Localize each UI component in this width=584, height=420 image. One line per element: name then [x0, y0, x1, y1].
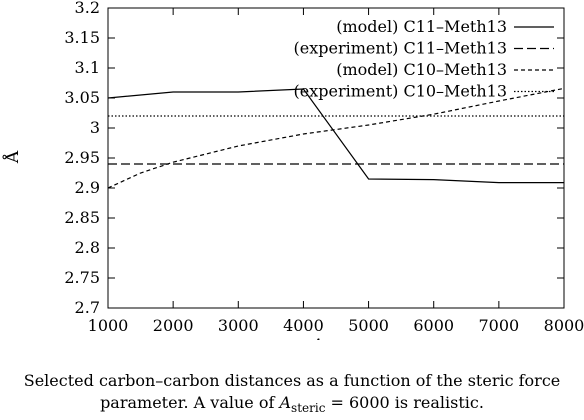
x-tick-labels: 1000 2000 3000 4000 5000 6000 7000 8000 [88, 316, 584, 335]
y-tick-label: 3.1 [75, 58, 100, 77]
y-tick-label: 2.9 [75, 178, 100, 197]
x-tick-label: 6000 [413, 316, 454, 335]
legend-label: (model) C10–Meth13 [336, 60, 507, 79]
legend: (model) C11–Meth13 (experiment) C11–Meth1… [294, 17, 554, 101]
x-tick-label: 8000 [544, 316, 584, 335]
series-layer [107, 87, 565, 189]
caption-variable-subscript: steric [291, 401, 326, 415]
x-tick-label: 4000 [283, 316, 324, 335]
x-axis-label: Asteric [309, 336, 361, 340]
caption-line-1: Selected carbon–carbon distances as a fu… [23, 371, 561, 390]
x-tick-label: 2000 [153, 316, 194, 335]
y-tick-label: 2.8 [75, 238, 100, 257]
y-axis-label: Å [2, 150, 23, 164]
caption-line-2: parameter. A value of Asteric = 6000 is … [0, 392, 584, 415]
line-chart: 2.7 2.75 2.8 2.85 2.9 2.95 3 3.05 3.1 3.15 3.2 100… [2, 0, 584, 340]
legend-label: (experiment) C11–Meth13 [294, 39, 507, 58]
y-tick-label: 3.05 [64, 88, 100, 107]
y-tick-label: 3.2 [75, 0, 100, 17]
caption-line-2-end: = 6000 is realistic. [325, 393, 484, 412]
plot-frame [107, 7, 565, 309]
caption-variable: A [279, 393, 292, 412]
y-tick-label: 2.85 [64, 208, 100, 227]
legend-label: (model) C11–Meth13 [336, 17, 507, 36]
series-line-3 [107, 87, 565, 189]
x-tick-label: 7000 [478, 316, 519, 335]
y-tick-label: 3.15 [64, 28, 100, 47]
y-tick-label: 2.75 [64, 268, 100, 287]
x-axis-label-main: A [309, 336, 323, 340]
x-tick-label: 1000 [88, 316, 129, 335]
y-tick-label: 3 [90, 118, 100, 137]
y-tick-label: 2.95 [64, 148, 100, 167]
series-line-1 [107, 88, 564, 184]
legend-label: (experiment) C10–Meth13 [294, 82, 507, 101]
y-tick-label: 2.7 [75, 298, 100, 317]
figure-caption: Selected carbon–carbon distances as a fu… [0, 370, 584, 415]
x-tick-label: 5000 [348, 316, 389, 335]
y-tick-labels: 2.7 2.75 2.8 2.85 2.9 2.95 3 3.05 3.1 3.15 3.2 [64, 0, 100, 317]
caption-line-2-start: parameter. A value of [100, 393, 280, 412]
x-tick-label: 3000 [218, 316, 259, 335]
